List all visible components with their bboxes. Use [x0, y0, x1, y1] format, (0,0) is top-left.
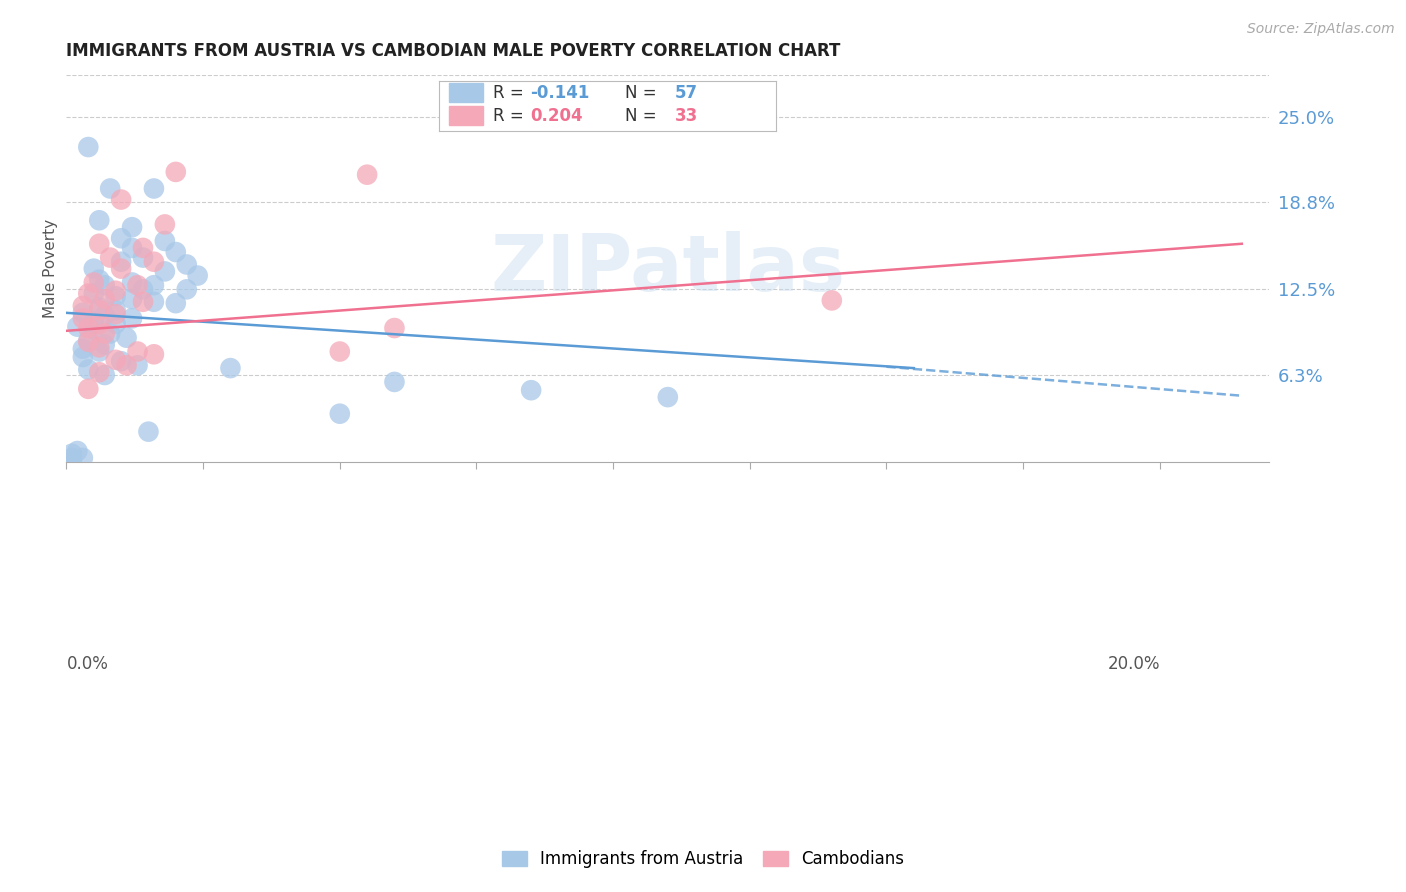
Point [89, 344, 111, 359]
Point [153, 218, 176, 232]
Point [104, 289, 127, 303]
Y-axis label: Male Poverty: Male Poverty [44, 219, 58, 318]
Point [89, 317, 111, 331]
Point [110, 261, 132, 276]
Point [110, 254, 132, 268]
Legend: Immigrants from Austria, Cambodians: Immigrants from Austria, Cambodians [495, 844, 911, 875]
Point [72, 311, 94, 326]
Point [98, 181, 121, 195]
Point [165, 245, 187, 260]
Point [98, 326, 121, 341]
Point [657, 390, 679, 404]
Text: IMMIGRANTS FROM AUSTRIA VS CAMBODIAN MALE POVERTY CORRELATION CHART: IMMIGRANTS FROM AUSTRIA VS CAMBODIAN MAL… [66, 42, 841, 60]
Point [142, 278, 165, 293]
Point [165, 165, 187, 179]
Point [142, 294, 165, 309]
Point [83, 322, 105, 336]
Point [329, 407, 352, 421]
Point [72, 350, 94, 364]
Point [121, 241, 143, 255]
Point [77, 362, 100, 376]
Point [60, 447, 83, 461]
Point [132, 294, 155, 309]
Point [93, 337, 115, 351]
Point [104, 317, 127, 331]
Point [104, 284, 127, 298]
Point [89, 365, 111, 379]
Point [132, 241, 155, 255]
Point [165, 296, 187, 310]
Point [127, 278, 149, 293]
Point [93, 309, 115, 323]
Point [60, 453, 83, 467]
Point [121, 276, 143, 290]
Point [153, 264, 176, 278]
Point [89, 340, 111, 354]
Point [72, 299, 94, 313]
Point [132, 282, 155, 296]
Point [520, 383, 543, 397]
Point [89, 213, 111, 227]
Point [821, 293, 844, 308]
Point [110, 231, 132, 245]
Point [93, 326, 115, 341]
Point [72, 342, 94, 356]
Point [104, 352, 127, 367]
Point [72, 306, 94, 320]
Point [138, 425, 160, 439]
Point [83, 261, 105, 276]
Point [110, 193, 132, 207]
Point [219, 361, 242, 376]
Point [89, 303, 111, 318]
Point [115, 331, 138, 345]
Point [329, 344, 352, 359]
Point [132, 251, 155, 265]
Point [142, 254, 165, 268]
Point [176, 282, 198, 296]
Point [77, 321, 100, 335]
Point [83, 286, 105, 301]
Point [66, 444, 89, 458]
Text: 0.0%: 0.0% [66, 656, 108, 673]
Point [104, 303, 127, 318]
Point [89, 273, 111, 287]
Point [77, 140, 100, 154]
Text: 20.0%: 20.0% [1108, 656, 1160, 673]
Point [93, 368, 115, 382]
Point [142, 347, 165, 361]
Point [115, 359, 138, 373]
Point [384, 321, 406, 335]
Text: ZIPatlas: ZIPatlas [491, 231, 845, 307]
Point [356, 168, 378, 182]
Point [77, 334, 100, 349]
Point [93, 278, 115, 293]
Point [66, 319, 89, 334]
Point [142, 181, 165, 195]
Point [93, 292, 115, 306]
Point [72, 450, 94, 465]
Point [384, 375, 406, 389]
Point [153, 234, 176, 248]
Point [77, 382, 100, 396]
Point [60, 450, 83, 465]
Point [127, 344, 149, 359]
Point [121, 292, 143, 306]
Point [89, 236, 111, 251]
Point [176, 258, 198, 272]
Point [98, 251, 121, 265]
Point [121, 220, 143, 235]
Point [104, 307, 127, 321]
Point [83, 276, 105, 290]
Point [83, 314, 105, 328]
Point [77, 286, 100, 301]
Point [127, 359, 149, 373]
Point [77, 334, 100, 348]
Point [110, 354, 132, 368]
Point [89, 301, 111, 315]
Text: Source: ZipAtlas.com: Source: ZipAtlas.com [1247, 22, 1395, 37]
Point [187, 268, 209, 283]
Point [121, 311, 143, 326]
